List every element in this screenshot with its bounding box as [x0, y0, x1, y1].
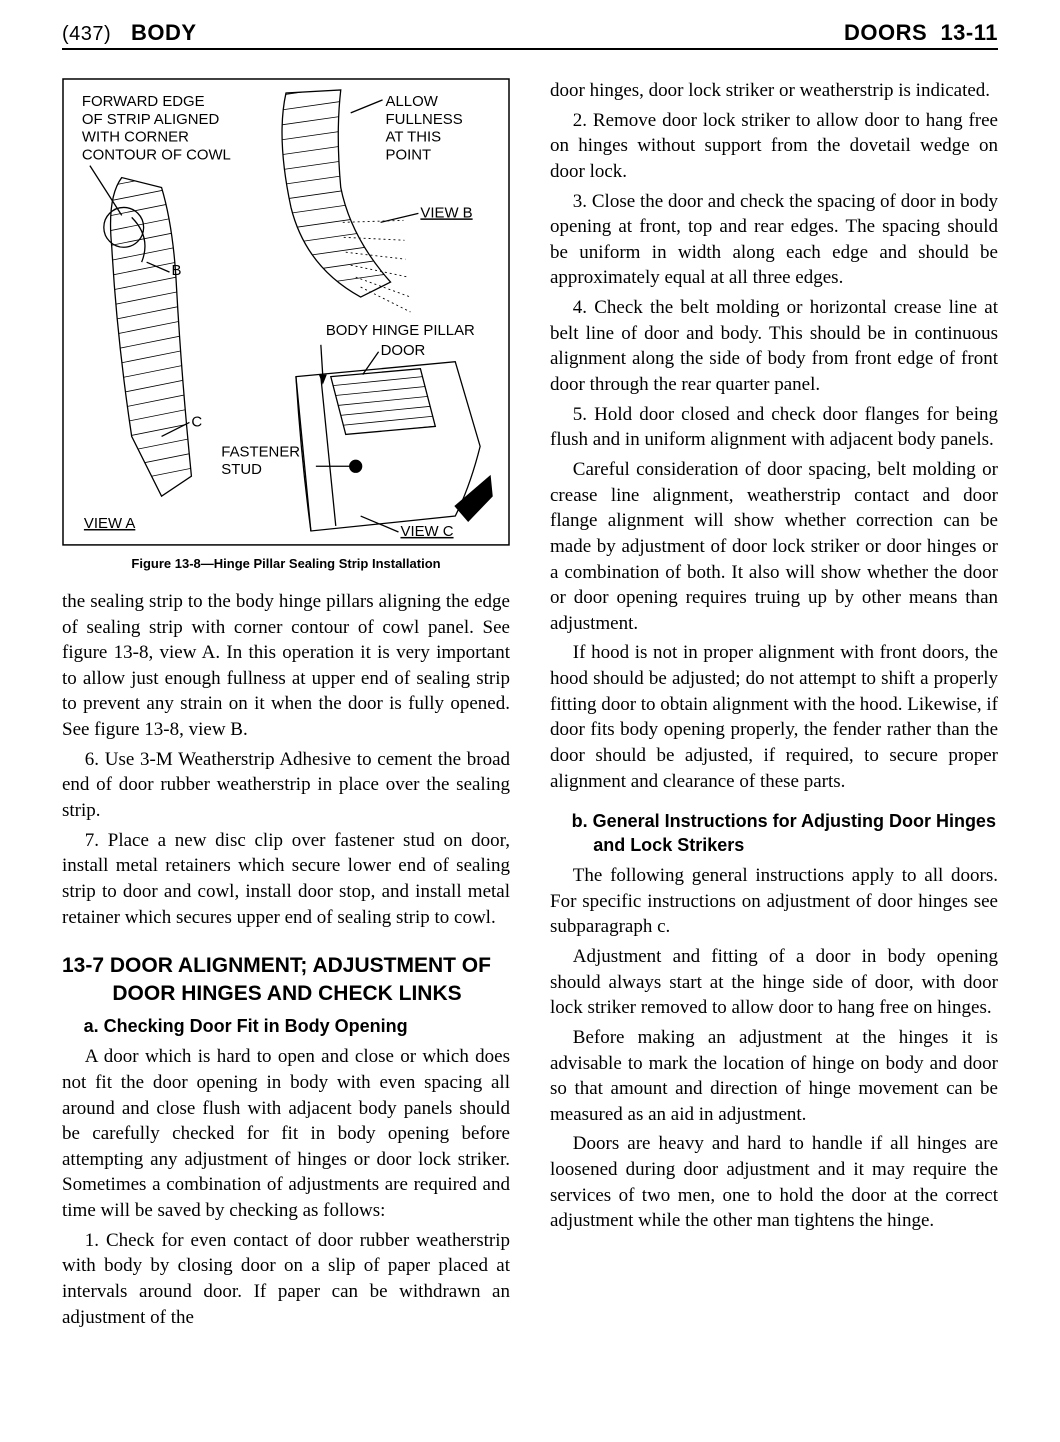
callout-b: B	[172, 262, 182, 279]
col1-p3: 7. Place a new disc clip over fastener s…	[62, 828, 510, 931]
label-fastener: FASTENER	[221, 443, 300, 460]
subhead-a: a. Checking Door Fit in Body Opening	[62, 1015, 510, 1038]
label-allow-l1: ALLOW	[386, 93, 439, 110]
col2-p3: 3. Close the door and check the spacing …	[550, 189, 998, 292]
label-view-a: VIEW A	[84, 515, 135, 532]
label-forward-edge-l2: OF STRIP ALIGNED	[82, 111, 220, 128]
header-right: DOORS 13-11	[844, 20, 998, 46]
col1-p4: A door which is hard to open and close o…	[62, 1044, 510, 1223]
header-right-label: DOORS	[844, 20, 927, 45]
col2-p5: 5. Hold door closed and check door flang…	[550, 402, 998, 453]
section-13-7-heading: 13-7 DOOR ALIGNMENT; ADJUSTMENT OF DOOR …	[62, 952, 510, 1007]
hinge-pillar-diagram: FORWARD EDGE OF STRIP ALIGNED WITH CORNE…	[62, 78, 510, 546]
header-left-label: BODY	[131, 20, 197, 45]
figure-caption: Figure 13-8—Hinge Pillar Sealing Strip I…	[62, 556, 510, 571]
header-left: (437) BODY	[62, 20, 197, 46]
label-allow-l4: POINT	[386, 147, 432, 164]
label-allow-l2: FULLNESS	[386, 111, 463, 128]
col1-p1: the sealing strip to the body hinge pill…	[62, 589, 510, 743]
label-forward-edge-l3: WITH CORNER	[82, 129, 189, 146]
page-header: (437) BODY DOORS 13-11	[62, 20, 998, 50]
label-forward-edge-l4: CONTOUR OF COWL	[82, 147, 231, 164]
label-view-c: VIEW C	[400, 523, 453, 540]
col2-p8: The following general instructions apply…	[550, 863, 998, 940]
col2-p2: 2. Remove door lock striker to allow doo…	[550, 108, 998, 185]
label-forward-edge-l1: FORWARD EDGE	[82, 93, 205, 110]
label-allow-l3: AT THIS	[386, 129, 442, 146]
page: (437) BODY DOORS 13-11 FORWARD EDGE OF S…	[0, 0, 1060, 1442]
label-door: DOOR	[381, 342, 426, 359]
col2-p10: Before making an adjustment at the hinge…	[550, 1025, 998, 1128]
col2-p4: 4. Check the belt molding or horizontal …	[550, 295, 998, 398]
col1-p2: 6. Use 3-M Weatherstrip Adhesive to ceme…	[62, 747, 510, 824]
col1-p5: 1. Check for even contact of door rubber…	[62, 1228, 510, 1331]
figure-13-8: FORWARD EDGE OF STRIP ALIGNED WITH CORNE…	[62, 78, 510, 546]
two-column-layout: FORWARD EDGE OF STRIP ALIGNED WITH CORNE…	[62, 78, 998, 1334]
callout-c: C	[191, 413, 202, 430]
subhead-b: b. General Instructions for Adjusting Do…	[550, 810, 998, 857]
left-column: FORWARD EDGE OF STRIP ALIGNED WITH CORNE…	[62, 78, 510, 1334]
col2-p1: door hinges, door lock striker or weathe…	[550, 78, 998, 104]
page-number: (437)	[62, 23, 111, 45]
col2-p6: Careful consideration of door spacing, b…	[550, 457, 998, 636]
label-body-hinge-pillar: BODY HINGE PILLAR	[326, 322, 475, 339]
header-right-num: 13-11	[940, 20, 998, 45]
label-stud: STUD	[221, 461, 262, 478]
col2-p7: If hood is not in proper alignment with …	[550, 640, 998, 794]
col2-p11: Doors are heavy and hard to handle if al…	[550, 1131, 998, 1234]
right-column: door hinges, door lock striker or weathe…	[550, 78, 998, 1334]
col2-p9: Adjustment and fitting of a door in body…	[550, 944, 998, 1021]
label-view-b: VIEW B	[420, 204, 472, 221]
